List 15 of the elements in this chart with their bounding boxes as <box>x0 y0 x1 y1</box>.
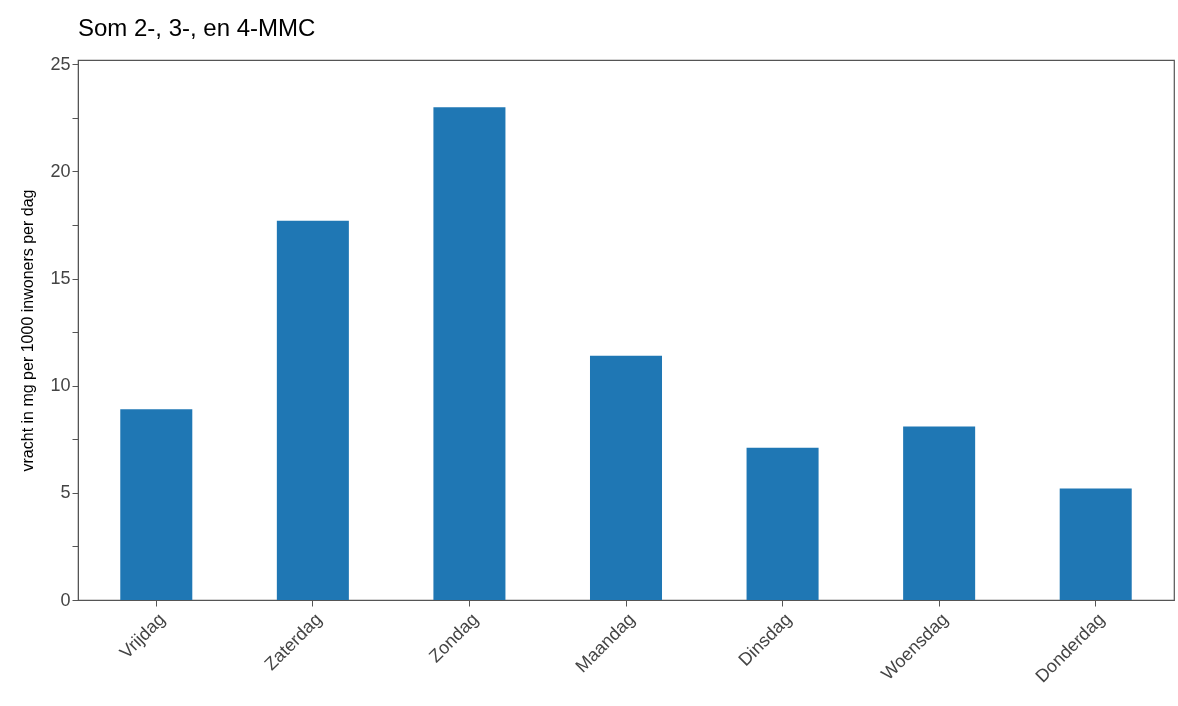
bar <box>746 447 819 600</box>
bar <box>120 409 193 600</box>
bar <box>903 426 976 600</box>
y-axis-title: vracht in mg per 1000 inwoners per dag <box>19 189 37 472</box>
y-tick-label: 20 <box>50 160 71 181</box>
y-tick-label: 10 <box>50 375 71 396</box>
bar <box>1059 488 1132 600</box>
y-tick-label: 0 <box>60 589 71 610</box>
bar <box>433 107 506 600</box>
chart-title: Som 2-, 3-, en 4-MMC <box>78 14 316 42</box>
y-tick-label: 15 <box>50 268 71 289</box>
bar <box>589 355 663 600</box>
bar <box>276 220 349 600</box>
y-tick-label: 5 <box>60 482 71 503</box>
y-tick-label: 25 <box>50 53 71 74</box>
